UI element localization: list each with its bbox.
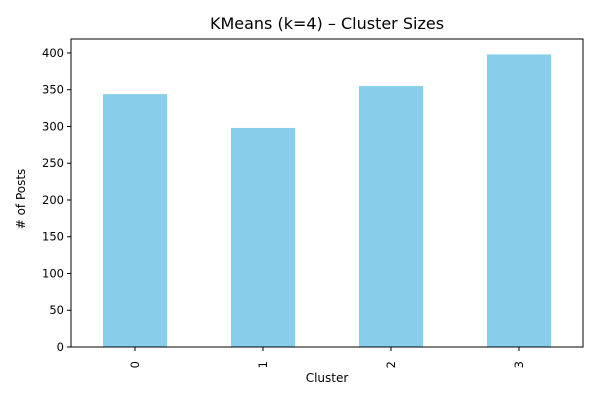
bar-cluster-1 [231, 127, 295, 348]
y-tick-label: 50 [49, 303, 64, 317]
y-tick-label: 200 [42, 193, 64, 207]
y-tick-label: 250 [42, 156, 64, 170]
plot-area [70, 38, 584, 348]
x-tick-label: 1 [256, 361, 270, 368]
y-axis-label: # of Posts [14, 169, 28, 230]
x-axis-label: Cluster [306, 371, 349, 385]
bar-cluster-0 [103, 94, 167, 348]
x-tick-label: 2 [384, 361, 398, 368]
y-tick-label: 150 [42, 230, 64, 244]
y-tick-label: 400 [42, 46, 64, 60]
y-tick-label: 350 [42, 83, 64, 97]
x-axis: 0 1 2 3 [128, 347, 526, 368]
plot-frame [70, 38, 584, 348]
chart-title: KMeans (k=4) – Cluster Sizes [210, 14, 444, 33]
bar-cluster-2 [359, 86, 423, 347]
bar-cluster-3 [487, 54, 551, 347]
y-tick-label: 100 [42, 266, 64, 280]
x-tick-label: 3 [512, 361, 526, 368]
y-axis: 0 50 100 150 200 250 300 350 400 [42, 46, 71, 354]
y-tick-label: 0 [57, 340, 64, 354]
x-tick-label: 0 [128, 361, 142, 368]
y-tick-label: 300 [42, 119, 64, 133]
